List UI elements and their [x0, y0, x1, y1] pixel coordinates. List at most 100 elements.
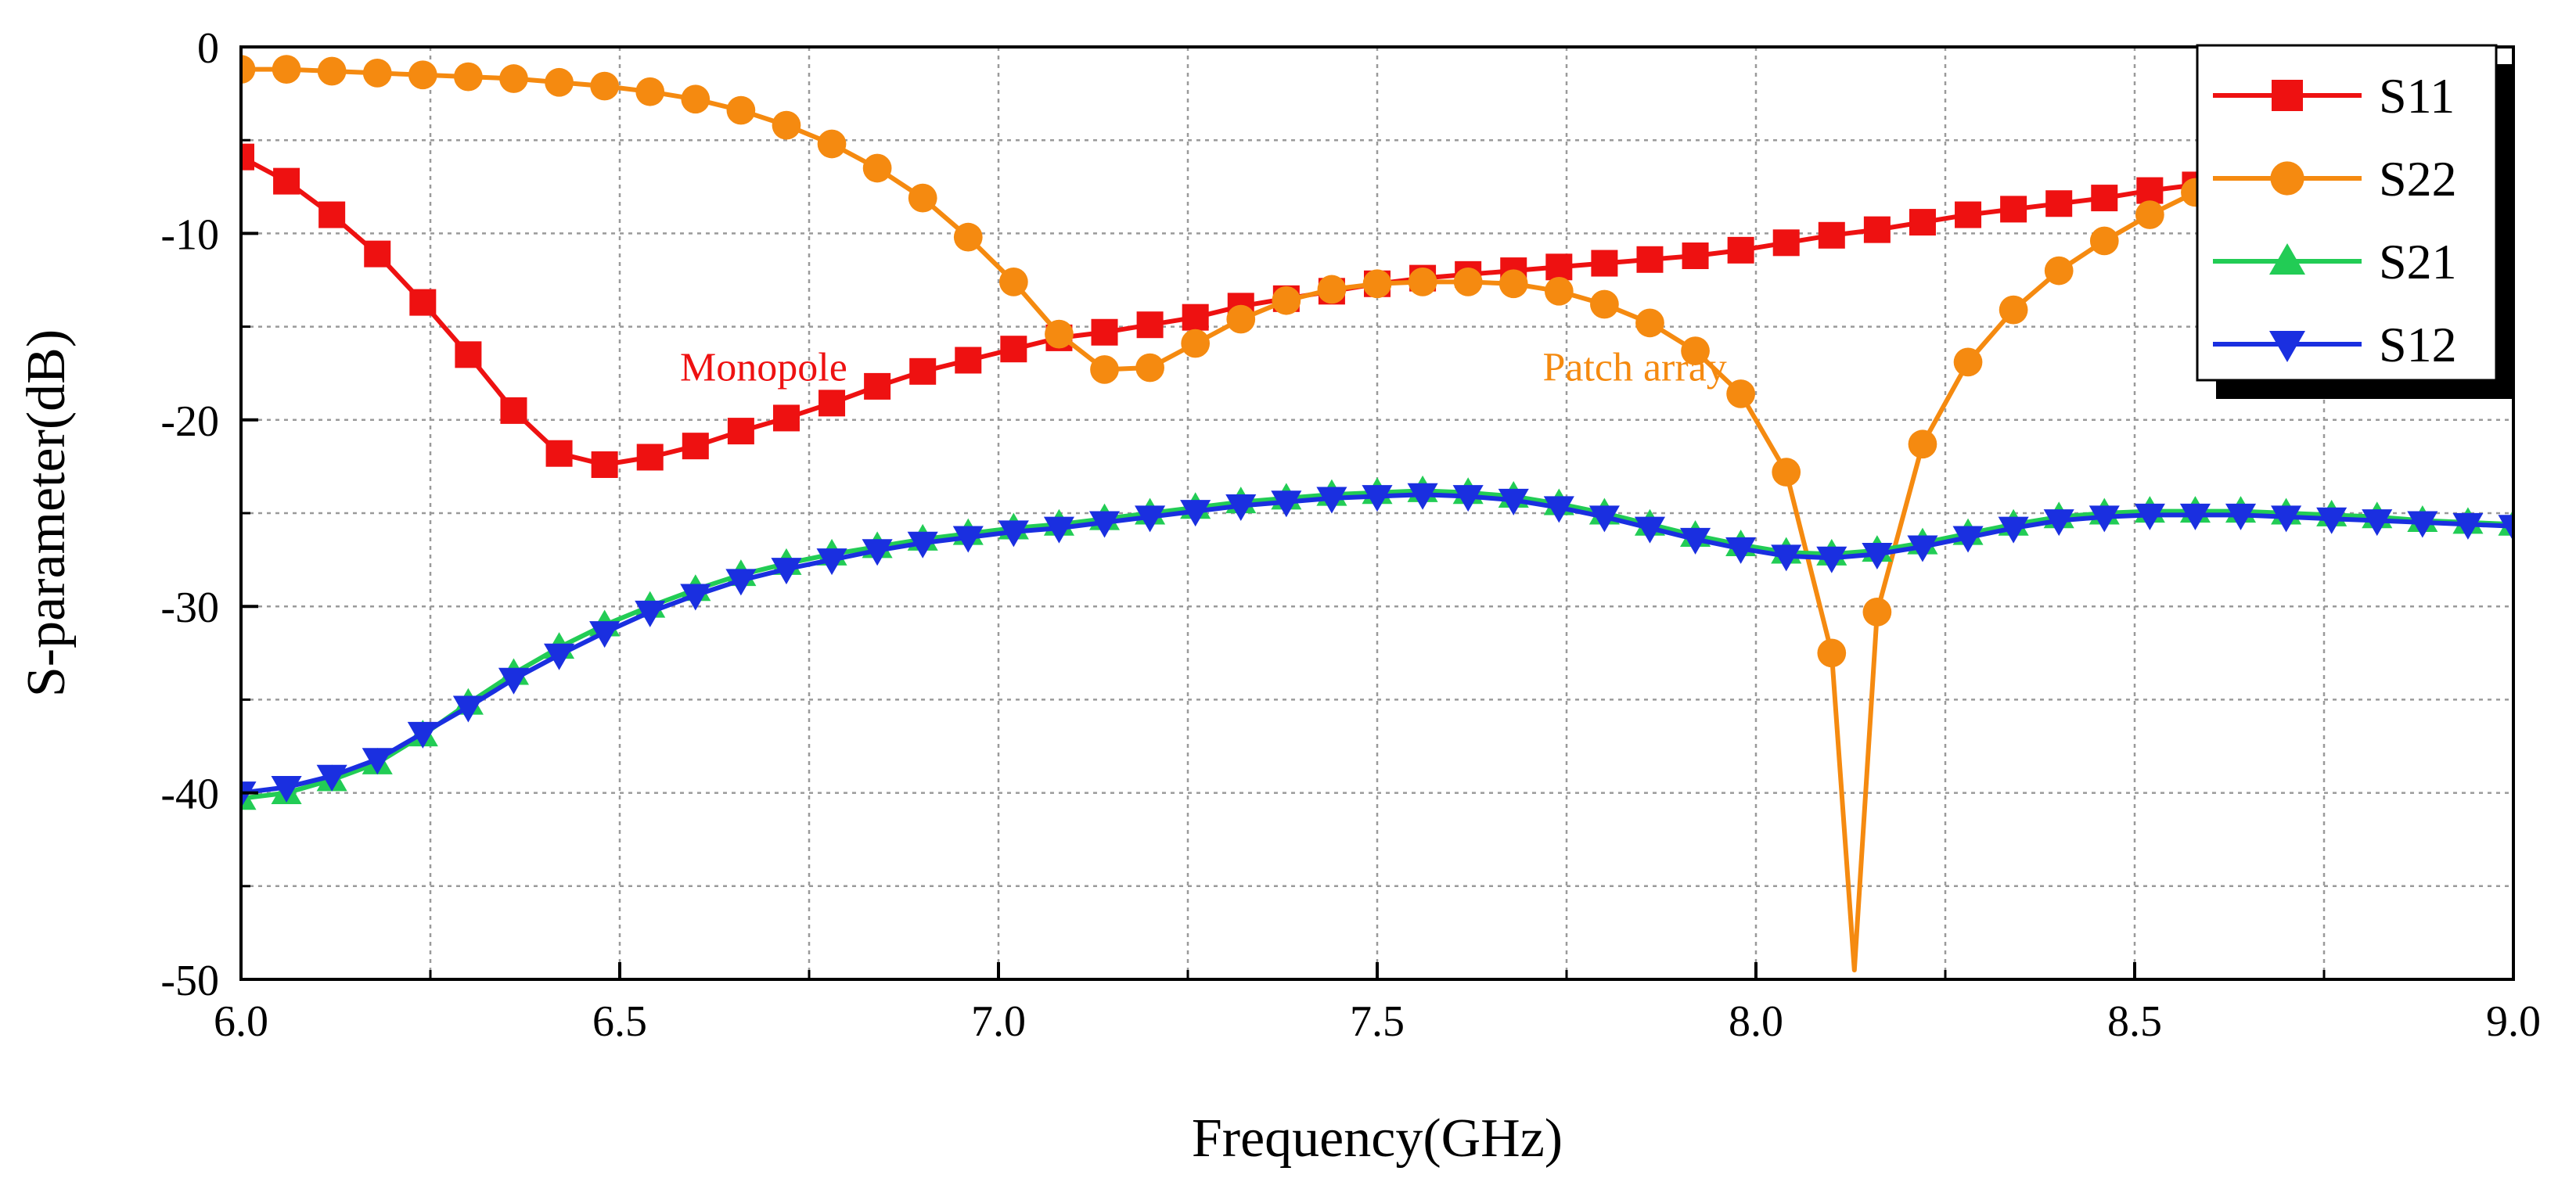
legend-label-s12: S12 [2379, 317, 2457, 372]
data-point-s11 [455, 341, 482, 368]
data-point-s22 [681, 84, 711, 114]
data-point-s12 [1362, 485, 1393, 512]
x-tick-label: 6.5 [592, 997, 647, 1046]
data-point-s12 [544, 643, 575, 670]
data-point-s11 [1591, 250, 1618, 277]
data-point-s12 [1680, 527, 1711, 555]
data-point-s12 [589, 621, 621, 648]
axis-ticks: 6.0 6.5 7.0 7.5 8.0 8.5 9.0 0 -10 -20 -30 -40 -50 [160, 24, 2541, 1046]
data-point-s11 [1636, 246, 1664, 273]
data-point-s11 [1955, 201, 1982, 228]
data-point-s12 [2362, 509, 2393, 537]
data-point-s22 [2044, 256, 2074, 286]
y-tick-label: 0 [197, 24, 219, 73]
data-point-s11 [2045, 190, 2073, 217]
data-point-s12 [1634, 516, 1666, 544]
data-point-s11 [545, 440, 573, 467]
data-point-s12 [1271, 490, 1302, 518]
data-point-s22 [272, 55, 301, 84]
legend-entry-s21: S21 [2213, 234, 2457, 289]
data-point-s11 [909, 357, 937, 385]
data-point-s22 [1498, 269, 1528, 299]
data-point-s11 [1863, 216, 1891, 243]
data-point-s22 [454, 62, 483, 92]
data-point-s22 [590, 71, 619, 101]
data-point-s22 [1544, 276, 1574, 306]
data-point-s11 [2000, 196, 2027, 223]
data-point-s11 [1682, 242, 1709, 270]
data-point-s11 [2091, 185, 2118, 212]
legend-marker-s22 [2270, 161, 2304, 196]
data-point-s22 [1681, 336, 1710, 365]
data-point-s12 [771, 558, 802, 585]
data-point-s12 [1316, 487, 1347, 514]
data-point-s11 [241, 143, 254, 171]
data-point-s11 [727, 418, 754, 445]
data-point-s12 [498, 667, 530, 695]
data-point-s22 [1590, 289, 1619, 319]
data-point-s12 [1088, 511, 1121, 538]
legend-entry-s12: S12 [2213, 317, 2457, 372]
data-point-s22 [1362, 269, 1392, 299]
data-point-s12 [1180, 500, 1211, 527]
plot-area [241, 55, 2513, 973]
data-point-s22 [499, 64, 528, 93]
data-point-s12 [907, 531, 938, 559]
data-point-s22 [1408, 268, 1437, 296]
data-point-s11 [500, 397, 527, 424]
data-point-s12 [2452, 512, 2484, 540]
series-s22 [241, 55, 2210, 973]
data-point-s22 [317, 56, 347, 86]
y-tick-label: -20 [160, 397, 219, 446]
data-point-s11 [1000, 336, 1027, 363]
data-point-s21 [241, 783, 257, 810]
data-point-s12 [680, 584, 711, 611]
data-point-s12 [2407, 511, 2438, 538]
data-point-s22 [1317, 275, 1347, 304]
x-tick-label: 7.0 [971, 997, 1026, 1046]
annotation-monopole: Monopole [680, 346, 847, 390]
data-point-s11 [1136, 311, 1164, 339]
data-point-s12 [725, 569, 757, 596]
data-point-s12 [2089, 505, 2120, 533]
data-point-s22 [1999, 295, 2028, 325]
data-point-s12 [2316, 507, 2348, 534]
data-point-s11 [364, 240, 391, 268]
data-point-s22 [1045, 319, 1074, 349]
data-point-s22 [1453, 268, 1483, 296]
x-tick-label: 8.0 [1729, 997, 1783, 1046]
data-point-s22 [1953, 347, 1983, 377]
data-point-s11 [682, 433, 709, 460]
annotation-patch-array: Patch array [1542, 346, 1726, 390]
data-point-s12 [2179, 503, 2211, 530]
data-point-s11 [636, 444, 664, 471]
data-point-s22 [1090, 355, 1119, 384]
data-point-s12 [862, 539, 893, 566]
data-point-s11 [1545, 253, 1573, 281]
data-point-s22 [2135, 200, 2164, 229]
data-point-s12 [2498, 515, 2513, 542]
x-tick-label: 8.5 [2107, 997, 2162, 1046]
data-point-s22 [1181, 329, 1211, 358]
data-point-s12 [1771, 544, 1802, 572]
series-s12 [241, 483, 2513, 809]
data-point-s22 [408, 60, 437, 90]
data-point-s11 [273, 167, 300, 195]
data-point-s22 [1635, 308, 1664, 338]
data-point-s11 [591, 451, 618, 479]
y-tick-label: -50 [160, 957, 219, 1005]
data-point-s11 [1818, 221, 1845, 249]
x-tick-label: 9.0 [2486, 997, 2541, 1046]
data-point-s11 [409, 289, 437, 316]
y-tick-label: -40 [160, 771, 219, 819]
legend-marker-s11 [2272, 80, 2303, 111]
x-tick-label: 6.0 [214, 997, 268, 1046]
data-point-s11 [955, 347, 982, 374]
data-point-s12 [1043, 516, 1074, 544]
data-point-s12 [452, 695, 484, 723]
data-point-s12 [1225, 494, 1257, 522]
data-point-s12 [998, 520, 1029, 548]
data-point-s11 [1182, 304, 1209, 331]
legend-marker-s12 [2269, 331, 2305, 362]
